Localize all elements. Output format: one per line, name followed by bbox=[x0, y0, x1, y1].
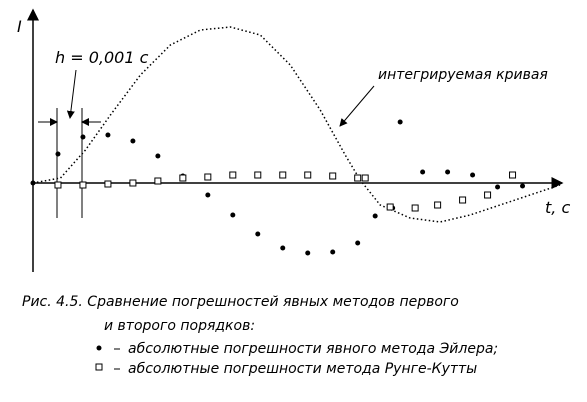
rk-point bbox=[129, 179, 137, 187]
euler-point bbox=[230, 212, 236, 218]
legend-label: абсолютные погрешности явного метода Эйл… bbox=[128, 341, 498, 357]
x-label: t, c bbox=[545, 198, 570, 217]
euler-point bbox=[470, 172, 476, 178]
rk-point bbox=[361, 174, 369, 182]
rk-point bbox=[54, 181, 62, 189]
euler-point bbox=[55, 151, 61, 157]
rk-point bbox=[329, 172, 337, 180]
y-label: I bbox=[17, 17, 22, 36]
euler-point bbox=[205, 192, 211, 198]
rk-point bbox=[254, 171, 262, 179]
legend-marker bbox=[96, 345, 102, 351]
euler-point bbox=[280, 245, 286, 251]
euler-point bbox=[305, 250, 311, 256]
step-label: h = 0,001 c bbox=[55, 48, 149, 67]
rk-point bbox=[411, 204, 419, 212]
euler-point bbox=[420, 169, 426, 175]
euler-point bbox=[255, 231, 261, 237]
legend-marker bbox=[95, 363, 103, 371]
rk-point bbox=[509, 171, 517, 179]
euler-point bbox=[355, 240, 361, 246]
euler-point bbox=[397, 119, 403, 125]
step-annotation bbox=[38, 69, 375, 218]
rk-point bbox=[484, 191, 492, 199]
euler-point bbox=[155, 153, 161, 159]
euler-point bbox=[105, 132, 111, 138]
rk-point bbox=[229, 171, 237, 179]
euler-point bbox=[330, 249, 336, 255]
rk-point bbox=[279, 171, 287, 179]
caption: и второго порядков: bbox=[104, 318, 255, 334]
rk-point bbox=[434, 201, 442, 209]
legend-label: абсолютные погрешности метода Рунге-Кутт… bbox=[128, 361, 477, 377]
caption: Рис. 4.5. Сравнение погрешностей явных м… bbox=[22, 294, 459, 310]
rk-point bbox=[79, 181, 87, 189]
euler-point bbox=[495, 184, 501, 190]
rk-point bbox=[104, 180, 112, 188]
euler-point bbox=[80, 134, 86, 140]
rk-point bbox=[179, 174, 187, 182]
euler-point bbox=[30, 180, 36, 186]
euler-point bbox=[372, 213, 378, 219]
rk-point bbox=[154, 177, 162, 185]
euler-point bbox=[130, 138, 136, 144]
rk-point bbox=[304, 171, 312, 179]
curve-label: интегрируемая кривая bbox=[378, 67, 548, 83]
curve bbox=[32, 26, 561, 223]
rk-point bbox=[354, 174, 362, 182]
rk-point bbox=[204, 173, 212, 181]
rk-point bbox=[386, 203, 394, 211]
euler-point bbox=[520, 183, 526, 189]
rk-point bbox=[459, 196, 467, 204]
euler-point bbox=[445, 169, 451, 175]
